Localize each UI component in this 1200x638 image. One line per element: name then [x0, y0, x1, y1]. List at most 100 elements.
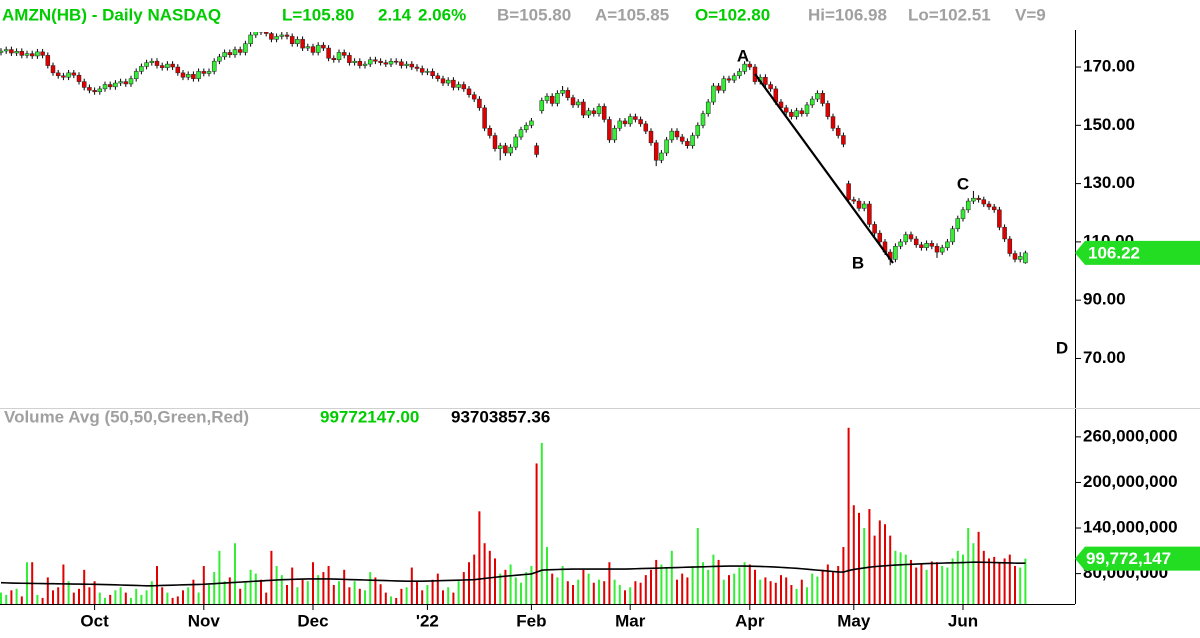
x-tick-label: Nov — [188, 611, 221, 630]
candle-body — [601, 106, 607, 120]
volume-bar — [525, 572, 528, 604]
volume-bar — [499, 573, 502, 604]
volume-bar — [124, 592, 127, 604]
candle-body — [835, 127, 841, 136]
candle-body — [518, 129, 524, 138]
candle-body — [872, 224, 877, 234]
volume-bar — [811, 573, 814, 604]
candle-body — [97, 88, 103, 93]
candle-body — [451, 79, 456, 88]
x-tick-label: Mar — [615, 611, 646, 630]
y-tick-label: 170.00 — [1083, 57, 1135, 76]
x-tick-label: Dec — [297, 611, 328, 630]
candle-body — [789, 111, 794, 117]
volume-bar — [52, 590, 54, 604]
candle-body — [586, 110, 591, 116]
volume-bar — [322, 572, 325, 604]
candle-body — [664, 139, 669, 154]
volume-bar — [670, 550, 673, 604]
volume-bar — [504, 569, 507, 604]
x-tick-label: May — [837, 611, 871, 630]
volume-bar — [197, 592, 200, 604]
volume-bar — [868, 509, 871, 604]
volume-bar — [223, 581, 226, 604]
candle-body — [877, 232, 883, 243]
volume-bar — [280, 575, 283, 604]
volume-bar — [910, 559, 912, 604]
volume-bar — [400, 588, 403, 604]
candle-body — [347, 55, 352, 63]
candle-body — [768, 84, 773, 90]
candle-body — [976, 197, 981, 200]
candle-body — [331, 58, 337, 60]
volume-bar — [291, 567, 294, 604]
candle-body — [170, 63, 175, 68]
volume-bar — [390, 596, 392, 604]
volume-bar — [676, 579, 678, 604]
candle-body — [861, 203, 867, 209]
candle-body — [404, 63, 409, 66]
candle-body — [159, 65, 165, 68]
candle-body — [66, 72, 71, 78]
chart-title: AMZN(HB) - Daily NASDAQ — [2, 5, 221, 24]
volume-bar — [894, 550, 897, 604]
candle-body — [622, 120, 628, 125]
volume-bar — [436, 573, 439, 604]
candle-body — [14, 51, 19, 54]
candle-body — [243, 43, 248, 53]
volume-bar — [358, 588, 361, 604]
volume-bar — [171, 597, 174, 604]
quote-item: Lo=102.51 — [908, 5, 991, 24]
volume-bar — [847, 427, 850, 604]
volume-bar — [592, 582, 595, 604]
volume-bar — [457, 581, 460, 604]
candle-body — [118, 81, 123, 84]
volume-bar — [540, 442, 543, 604]
volume-bar — [733, 573, 736, 604]
volume-bar — [286, 585, 288, 604]
volume-bar — [962, 554, 964, 604]
volume-bar — [806, 587, 808, 604]
last-volume-box — [1075, 546, 1200, 571]
candle-body — [284, 34, 290, 37]
x-tick-label: Apr — [735, 611, 765, 630]
candle-body — [232, 49, 238, 56]
volume-bar — [800, 579, 803, 604]
y-tick-label: 70.00 — [1083, 348, 1126, 367]
volume-bar — [717, 559, 720, 604]
candle-body — [237, 49, 243, 53]
candle-body — [29, 53, 35, 57]
candle-body — [674, 130, 680, 138]
candle-body — [830, 116, 836, 129]
candle-body — [128, 78, 134, 85]
candle-body — [726, 78, 732, 81]
candle-body — [269, 33, 274, 40]
candle-body — [165, 63, 170, 68]
volume-bar — [941, 566, 944, 604]
candle-body — [315, 44, 321, 53]
volume-bar — [275, 566, 278, 604]
candle-body — [997, 209, 1002, 228]
volume-bar — [582, 569, 585, 604]
volume-bar — [353, 581, 356, 604]
candle-body — [529, 120, 534, 126]
candle-body — [289, 36, 295, 44]
volume-bar — [998, 562, 1001, 604]
volume-bar — [748, 564, 751, 604]
wave-label: C — [957, 174, 969, 193]
candle-body — [945, 241, 950, 248]
volume-bar — [182, 590, 184, 604]
volume-bar — [520, 582, 522, 604]
candle-body — [638, 119, 643, 125]
volume-bar — [681, 573, 684, 604]
volume-bar — [410, 567, 413, 604]
candle-body — [971, 197, 976, 202]
volume-bar — [629, 587, 632, 604]
candle-body — [716, 85, 721, 91]
volume-panel — [0, 427, 1027, 604]
volume-bar — [665, 567, 668, 604]
trend-line — [754, 73, 894, 264]
y-tick-label: 140,000,000 — [1083, 518, 1178, 537]
